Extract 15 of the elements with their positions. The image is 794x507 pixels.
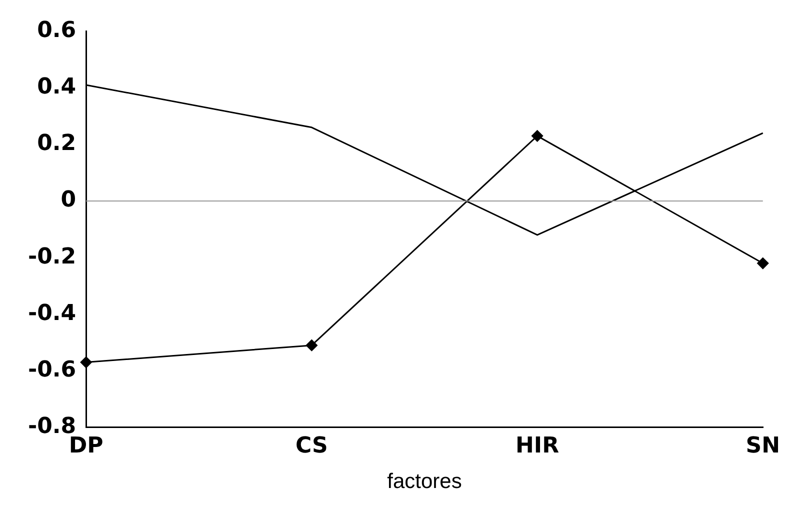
point [306, 340, 318, 352]
y-tick-label: 0.6 [37, 18, 76, 43]
point [757, 258, 769, 270]
x-tick-label: CS [295, 433, 328, 458]
point [532, 130, 544, 142]
y-tick-label: -0.6 [28, 358, 76, 383]
x-tick-label: SN [746, 433, 780, 458]
point [80, 356, 92, 368]
y-tick-label: -0.4 [28, 300, 76, 326]
y-tick-label: 0 [60, 188, 76, 213]
y-tick-label: 0.4 [37, 74, 76, 100]
x-tick-label: HIR [516, 433, 560, 458]
y-tick-label: 0.2 [37, 131, 76, 156]
x-axis-title: factores [387, 470, 462, 494]
y-tick-label: -0.2 [28, 244, 76, 270]
